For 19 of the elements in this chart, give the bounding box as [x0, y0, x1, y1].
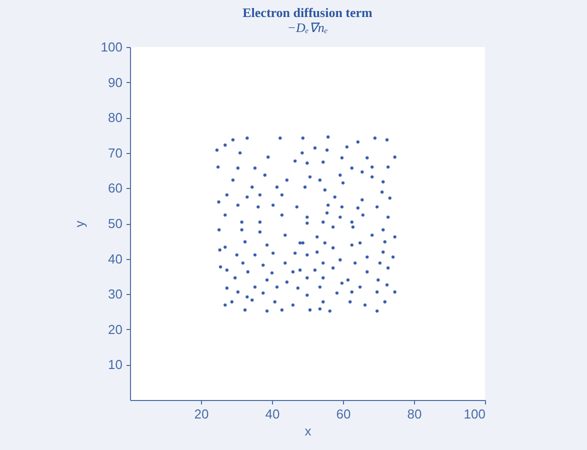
x-tick-label: 80: [407, 406, 422, 422]
y-tick-label: 90: [108, 74, 122, 90]
y-tick-label: 100: [100, 40, 122, 54]
y-tick-label: 20: [108, 322, 122, 337]
x-tick-label: 60: [336, 406, 351, 422]
y-tick-label: 60: [108, 180, 122, 196]
y-tick-label: 30: [108, 286, 122, 302]
x-axis-title: x: [304, 424, 312, 438]
x-tick-label: 40: [265, 406, 280, 422]
x-tick-label: 100: [464, 406, 486, 422]
x-tick-label: 20: [194, 406, 209, 422]
y-tick-label: 80: [108, 110, 122, 126]
y-tick-label: 70: [108, 145, 122, 160]
chart-title: Electron diffusion term: [242, 5, 373, 20]
y-tick-label: 50: [108, 216, 122, 231]
y-tick-label: 40: [108, 251, 122, 266]
chart-subtitle: −Dₑ∇nₑ: [287, 20, 328, 35]
y-tick-label: 10: [108, 357, 122, 372]
y-axis-title: y: [72, 220, 87, 228]
